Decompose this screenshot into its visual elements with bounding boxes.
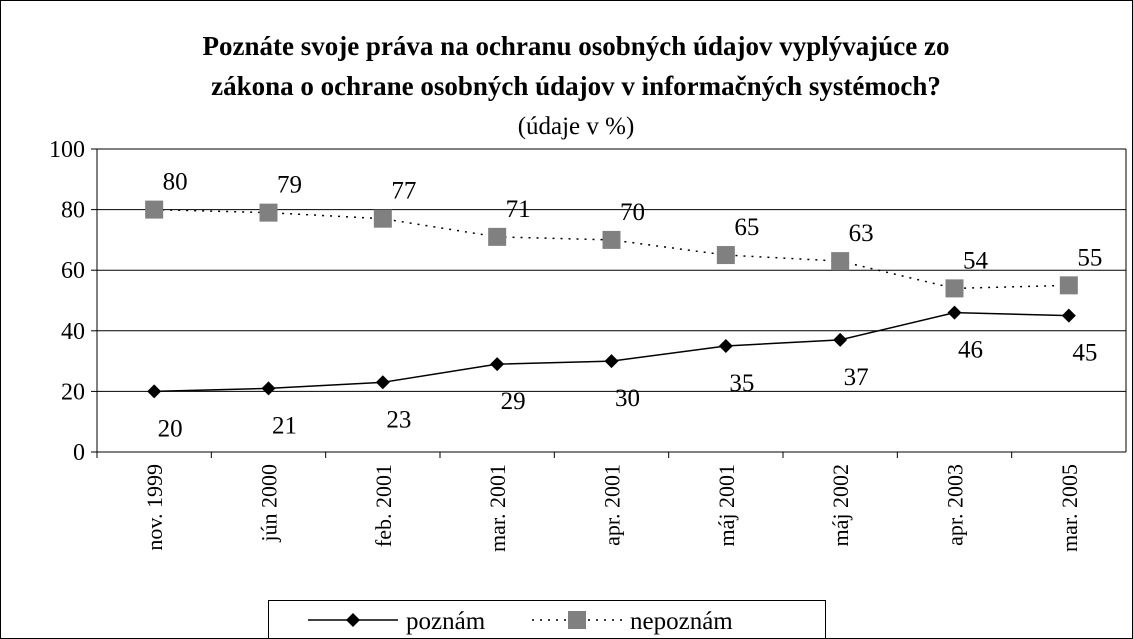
chart-subtitle: (údaje v %)	[518, 113, 635, 140]
data-label: 46	[958, 337, 983, 364]
data-point	[945, 279, 964, 298]
data-label: 70	[620, 199, 645, 226]
data-point	[831, 252, 850, 271]
chart-title: zákona o ochrane osobných údajov v infor…	[211, 71, 941, 101]
data-point	[718, 338, 733, 353]
data-point	[261, 381, 276, 396]
x-tick-label: jún 2000	[257, 464, 282, 543]
x-tick-label: mar. 2005	[1057, 464, 1082, 552]
data-point	[602, 230, 621, 249]
x-tick-label: mar. 2001	[485, 464, 510, 552]
data-point	[947, 305, 962, 320]
data-label: 71	[506, 196, 531, 223]
y-tick-label: 0	[73, 440, 85, 466]
data-label: 79	[277, 172, 302, 199]
x-tick-label: máj 2001	[714, 464, 739, 547]
data-label: 45	[1072, 340, 1097, 367]
data-label: 80	[163, 169, 188, 196]
data-label: 23	[386, 406, 411, 433]
x-tick-label: apr. 2001	[600, 464, 625, 546]
data-label: 65	[734, 214, 759, 241]
data-label: 35	[729, 370, 754, 397]
x-tick-label: nov. 1999	[142, 464, 167, 551]
data-label: 29	[501, 388, 526, 415]
data-label: 37	[844, 364, 869, 391]
data-label: 30	[615, 385, 640, 412]
data-point	[375, 375, 390, 390]
data-label: 21	[272, 412, 297, 439]
data-label: 54	[963, 247, 989, 274]
x-tick-label: apr. 2003	[943, 464, 968, 546]
chart-title: Poznáte svoje práva na ochranu osobných …	[202, 31, 949, 61]
data-point	[147, 384, 162, 399]
data-point	[1061, 308, 1076, 323]
data-point	[488, 227, 507, 246]
y-tick-label: 100	[49, 137, 85, 163]
y-tick-label: 20	[61, 379, 85, 405]
data-point	[259, 203, 278, 222]
data-point	[1059, 276, 1078, 295]
x-tick-label: máj 2002	[828, 464, 853, 547]
x-tick-label: feb. 2001	[371, 464, 396, 547]
legend-label: poznám	[406, 608, 486, 635]
data-label: 63	[849, 220, 874, 247]
y-tick-label: 80	[61, 198, 85, 224]
legend-marker	[568, 611, 586, 629]
data-point	[604, 354, 619, 369]
data-point	[373, 209, 392, 228]
legend-marker	[346, 613, 360, 627]
y-tick-label: 40	[61, 319, 85, 345]
data-label: 77	[391, 178, 416, 205]
data-label: 20	[158, 415, 183, 442]
data-point	[833, 332, 848, 347]
data-label: 55	[1077, 244, 1102, 271]
data-point	[716, 246, 735, 265]
legend-label: nepoznám	[630, 608, 733, 635]
data-point	[490, 357, 505, 372]
y-tick-label: 60	[61, 258, 85, 284]
data-point	[145, 200, 164, 219]
series-line	[154, 208, 1069, 290]
